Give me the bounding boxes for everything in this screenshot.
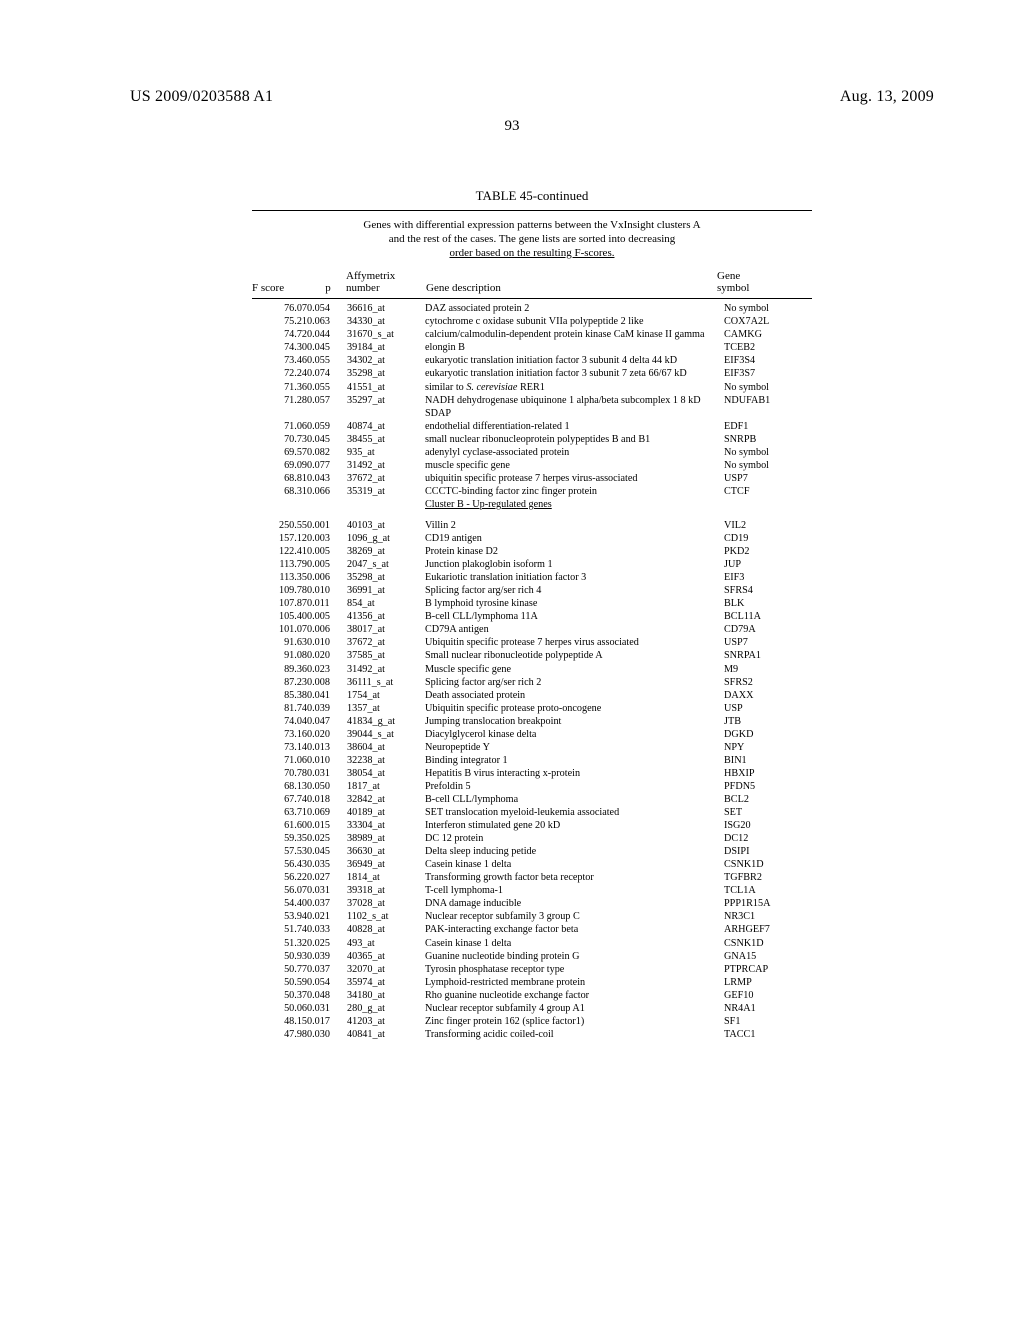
table-row: 101.070.00638017_atCD79A antigenCD79A (252, 623, 812, 636)
table-row: 50.370.04834180_atRho guanine nucleotide… (252, 989, 812, 1002)
section-header-row: Cluster B - Up-regulated genes (252, 498, 812, 511)
table-row: 71.280.05735297_atNADH dehydrogenase ubi… (252, 394, 812, 420)
table-row: 74.720.04431670_s_atcalcium/calmodulin-d… (252, 328, 812, 341)
gene-table: 76.070.05436616_atDAZ associated protein… (252, 302, 812, 1041)
table-row: 105.400.00541356_atB-cell CLL/lymphoma 1… (252, 610, 812, 623)
table-row: 70.730.04538455_atsmall nuclear ribonucl… (252, 433, 812, 446)
table-row: 250.550.00140103_atVillin 2VIL2 (252, 519, 812, 532)
table-title: TABLE 45-continued (252, 188, 812, 204)
table-row: 91.080.02037585_atSmall nuclear ribonucl… (252, 649, 812, 662)
table-row: 47.980.03040841_atTransforming acidic co… (252, 1028, 812, 1041)
table-row: 50.060.031280_g_atNuclear receptor subfa… (252, 1002, 812, 1015)
table-row: 85.380.0411754_atDeath associated protei… (252, 689, 812, 702)
table-row: 73.160.02039044_s_atDiacylglycerol kinas… (252, 728, 812, 741)
table-row: 73.460.05534302_ateukaryotic translation… (252, 354, 812, 367)
table-row: 76.070.05436616_atDAZ associated protein… (252, 302, 812, 315)
table-row: 51.740.03340828_atPAK-interacting exchan… (252, 923, 812, 936)
table-row: 89.360.02331492_atMuscle specific geneM9 (252, 663, 812, 676)
table-row: 81.740.0391357_atUbiquitin specific prot… (252, 702, 812, 715)
table-row: 51.320.025493_atCasein kinase 1 deltaCSN… (252, 937, 812, 950)
table-row: 59.350.02538989_atDC 12 proteinDC12 (252, 832, 812, 845)
table-row: 68.310.06635319_atCCCTC-binding factor z… (252, 485, 812, 498)
table-row: 87.230.00836111_s_atSplicing factor arg/… (252, 676, 812, 689)
table-row: 53.940.0211102_s_atNuclear receptor subf… (252, 910, 812, 923)
table-45-continued: TABLE 45-continued Genes with differenti… (252, 188, 812, 1041)
table-row: 61.600.01533304_atInterferon stimulated … (252, 819, 812, 832)
table-row: 54.400.03737028_atDNA damage induciblePP… (252, 897, 812, 910)
table-row: 71.360.05541551_atsimilar to S. cerevisi… (252, 381, 812, 394)
table-row: 67.740.01832842_atB-cell CLL/lymphomaBCL… (252, 793, 812, 806)
table-row: 75.210.06334330_atcytochrome c oxidase s… (252, 315, 812, 328)
table-row: 74.300.04539184_atelongin BTCEB2 (252, 341, 812, 354)
table-row: 63.710.06940189_atSET translocation myel… (252, 806, 812, 819)
table-row: 68.810.04337672_atubiquitin specific pro… (252, 472, 812, 485)
table-row: 70.780.03138054_atHepatitis B virus inte… (252, 767, 812, 780)
doc-id: US 2009/0203588 A1 (130, 88, 273, 106)
table-row: 71.060.05940874_atendothelial differenti… (252, 420, 812, 433)
table-row: 113.350.00635298_atEukariotic translatio… (252, 571, 812, 584)
table-row: 73.140.01338604_atNeuropeptide YNPY (252, 741, 812, 754)
section-b-label: Cluster B - Up-regulated genes (425, 499, 552, 510)
table-row: 109.780.01036991_atSplicing factor arg/s… (252, 584, 812, 597)
table-row: 56.220.0271814_atTransforming growth fac… (252, 871, 812, 884)
table-row: 74.040.04741834_g_atJumping translocatio… (252, 715, 812, 728)
doc-date: Aug. 13, 2009 (840, 88, 934, 106)
table-caption: Genes with differential expression patte… (252, 215, 812, 264)
table-row: 72.240.07435298_ateukaryotic translation… (252, 367, 812, 380)
page-number: 93 (0, 118, 1024, 135)
table-row: 50.930.03940365_atGuanine nucleotide bin… (252, 950, 812, 963)
table-row: 71.060.01032238_atBinding integrator 1BI… (252, 754, 812, 767)
table-row: 50.590.05435974_atLymphoid-restricted me… (252, 976, 812, 989)
table-row: 68.130.0501817_atPrefoldin 5PFDN5 (252, 780, 812, 793)
table-row: 48.150.01741203_atZinc finger protein 16… (252, 1015, 812, 1028)
table-row: 107.870.011854_atB lymphoid tyrosine kin… (252, 597, 812, 610)
table-row: 50.770.03732070_atTyrosin phosphatase re… (252, 963, 812, 976)
table-row: 69.570.082935_atadenylyl cyclase-associa… (252, 446, 812, 459)
table-row: 157.120.0031096_g_atCD19 antigenCD19 (252, 532, 812, 545)
table-row: 122.410.00538269_atProtein kinase D2PKD2 (252, 545, 812, 558)
column-headers: F score p Affymetrixnumber Gene descript… (252, 264, 812, 298)
table-row: 91.630.01037672_atUbiquitin specific pro… (252, 636, 812, 649)
table-row: 56.070.03139318_atT-cell lymphoma-1TCL1A (252, 884, 812, 897)
table-row: 113.790.0052047_s_atJunction plakoglobin… (252, 558, 812, 571)
table-row: 57.530.04536630_atDelta sleep inducing p… (252, 845, 812, 858)
table-row: 56.430.03536949_atCasein kinase 1 deltaC… (252, 858, 812, 871)
table-row: 69.090.07731492_atmuscle specific geneNo… (252, 459, 812, 472)
